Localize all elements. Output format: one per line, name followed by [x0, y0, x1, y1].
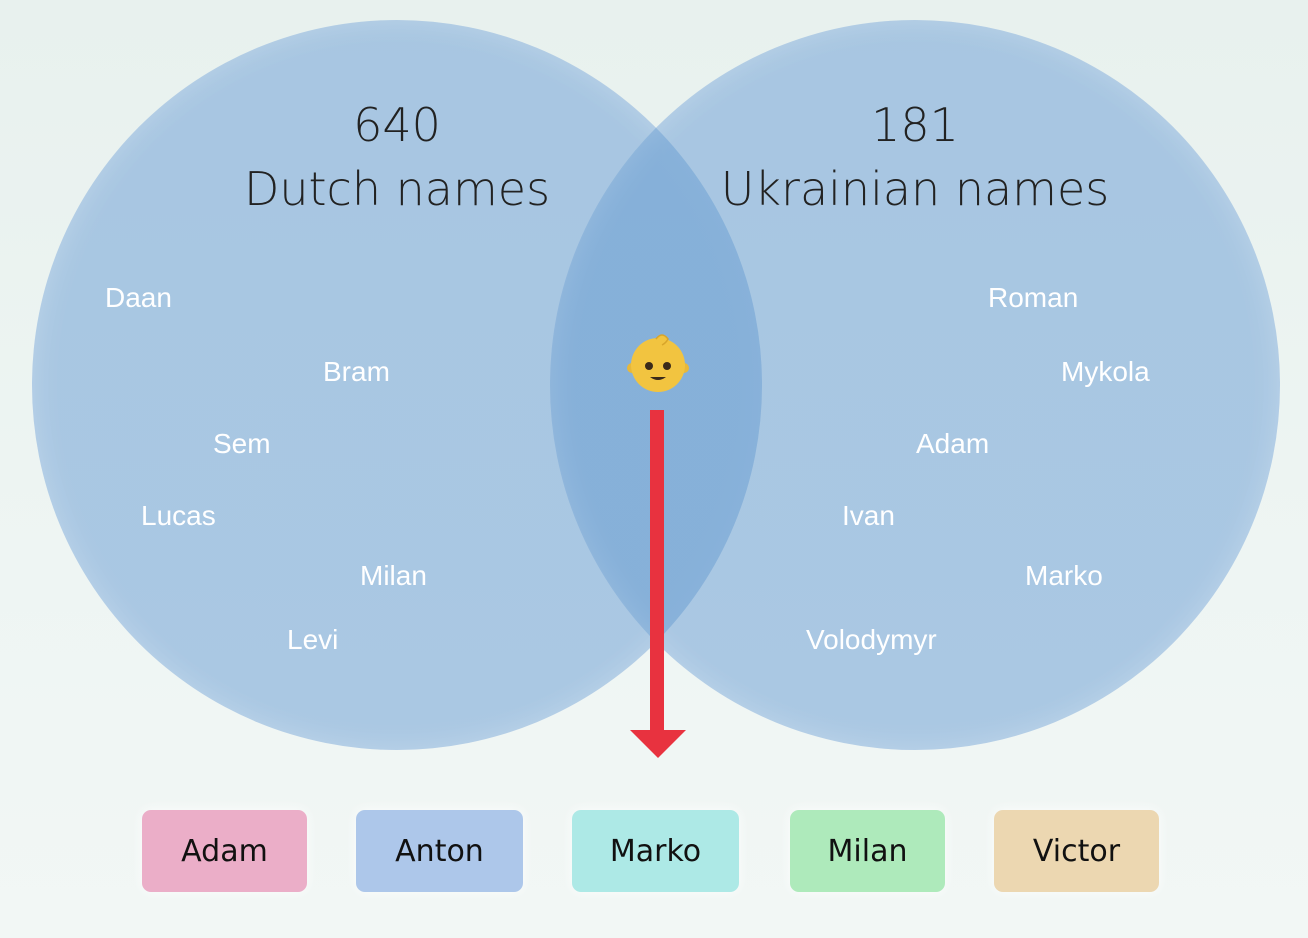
result-name-pill[interactable]: Anton	[356, 810, 523, 892]
ukrainian-name: Roman	[988, 282, 1079, 313]
ukrainian-count: 181	[871, 98, 959, 152]
result-name-pill[interactable]: Marko	[572, 810, 739, 892]
ukrainian-name: Marko	[1025, 560, 1103, 591]
pill-label: Anton	[395, 833, 484, 869]
dutch-count: 640	[353, 98, 441, 152]
dutch-name: Lucas	[141, 500, 216, 531]
pill-label: Adam	[181, 833, 268, 869]
pill-label: Victor	[1032, 833, 1121, 869]
ukrainian-title: Ukrainian names	[720, 162, 1110, 216]
ukrainian-name: Adam	[916, 428, 990, 459]
ukrainian-name: Ivan	[842, 500, 895, 531]
result-name-pill[interactable]: Milan	[790, 810, 945, 892]
arrow-shaft	[650, 410, 664, 735]
dutch-name: Daan	[105, 282, 172, 313]
pill-label: Milan	[827, 833, 908, 869]
baby-icon-and-arrow	[627, 334, 689, 758]
result-name-pill[interactable]: Adam	[142, 810, 307, 892]
result-name-pill[interactable]: Victor	[994, 810, 1159, 892]
dutch-title: Dutch names	[243, 162, 551, 216]
baby-icon	[627, 334, 689, 392]
ukrainian-name: Mykola	[1061, 356, 1150, 387]
dutch-name: Levi	[287, 624, 339, 655]
dutch-name: Sem	[213, 428, 271, 459]
dutch-name: Milan	[360, 560, 427, 591]
arrow-head	[630, 730, 686, 758]
ukrainian-name: Volodymyr	[806, 624, 937, 655]
pill-label: Marko	[609, 833, 702, 869]
dutch-name: Bram	[323, 356, 390, 387]
